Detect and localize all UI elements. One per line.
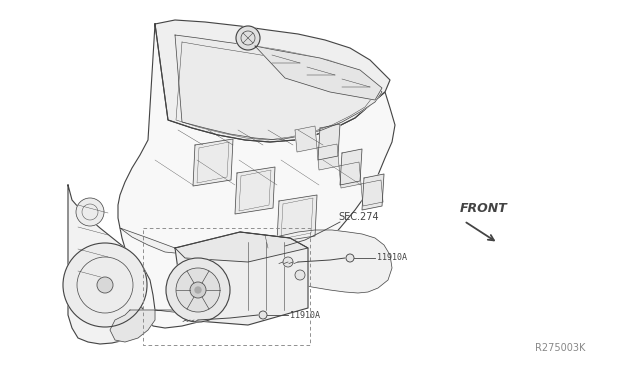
Polygon shape <box>175 232 308 262</box>
Polygon shape <box>339 162 361 188</box>
Circle shape <box>283 257 293 267</box>
Polygon shape <box>362 174 384 210</box>
Polygon shape <box>68 185 155 344</box>
Text: FRONT: FRONT <box>460 202 508 215</box>
Circle shape <box>295 270 305 280</box>
Polygon shape <box>175 232 308 325</box>
Polygon shape <box>318 124 340 160</box>
Circle shape <box>190 282 206 298</box>
Polygon shape <box>277 195 317 242</box>
Polygon shape <box>118 24 395 328</box>
Polygon shape <box>235 167 275 214</box>
Circle shape <box>176 268 220 312</box>
Text: R275003K: R275003K <box>535 343 586 353</box>
Circle shape <box>97 277 113 293</box>
Polygon shape <box>361 180 383 206</box>
Polygon shape <box>317 144 339 170</box>
Polygon shape <box>295 126 317 152</box>
Text: SEC.274: SEC.274 <box>338 212 379 222</box>
Polygon shape <box>193 139 233 186</box>
Text: 11910A: 11910A <box>290 311 320 320</box>
Polygon shape <box>120 228 392 293</box>
Circle shape <box>236 26 260 50</box>
Polygon shape <box>255 46 382 100</box>
Polygon shape <box>110 310 155 342</box>
Polygon shape <box>155 298 280 320</box>
Circle shape <box>259 311 267 319</box>
Polygon shape <box>155 20 390 142</box>
Circle shape <box>76 198 104 226</box>
Circle shape <box>195 287 201 293</box>
Circle shape <box>346 254 354 262</box>
Polygon shape <box>175 35 382 140</box>
Circle shape <box>166 258 230 322</box>
Text: 11910A: 11910A <box>377 253 407 263</box>
Polygon shape <box>340 149 362 185</box>
Circle shape <box>63 243 147 327</box>
